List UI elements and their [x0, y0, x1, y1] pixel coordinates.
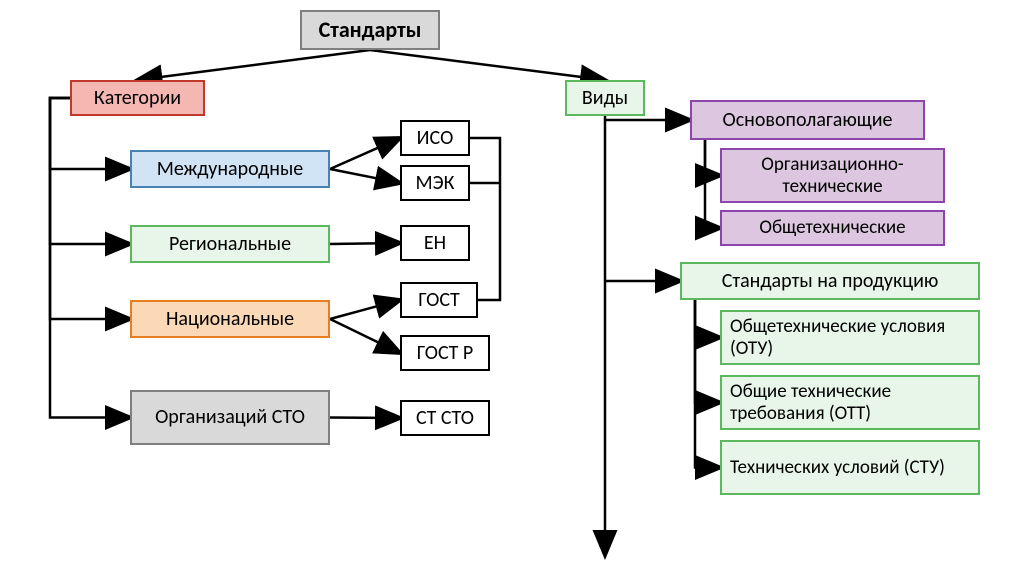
- node-ststo: СТ СТО: [400, 400, 490, 436]
- node-iso: ИСО: [400, 120, 470, 156]
- node-prodstd: Стандарты на продукцию: [680, 262, 980, 300]
- node-ott: Общие технические требования (ОТТ): [720, 375, 980, 430]
- node-orgtech: Организационно-технические: [720, 148, 945, 203]
- node-types: Виды: [565, 80, 645, 116]
- node-gost: ГОСТ: [400, 282, 478, 318]
- node-national: Национальные: [130, 300, 330, 338]
- node-regional: Региональные: [130, 225, 330, 263]
- node-gentech: Общетехнические: [720, 210, 945, 246]
- node-categories: Категории: [70, 80, 205, 116]
- node-international: Международные: [130, 150, 330, 188]
- node-org: Организаций СТО: [130, 390, 330, 445]
- node-otu: Общетехнические условия (ОТУ): [720, 310, 980, 365]
- node-fundamental: Основополагающие: [690, 100, 925, 140]
- node-en: ЕН: [400, 225, 470, 261]
- node-root: Стандарты: [300, 10, 440, 50]
- node-gostr: ГОСТ Р: [400, 335, 490, 371]
- node-stu: Технических условий (СТУ): [720, 440, 980, 495]
- node-mek: МЭК: [400, 165, 470, 201]
